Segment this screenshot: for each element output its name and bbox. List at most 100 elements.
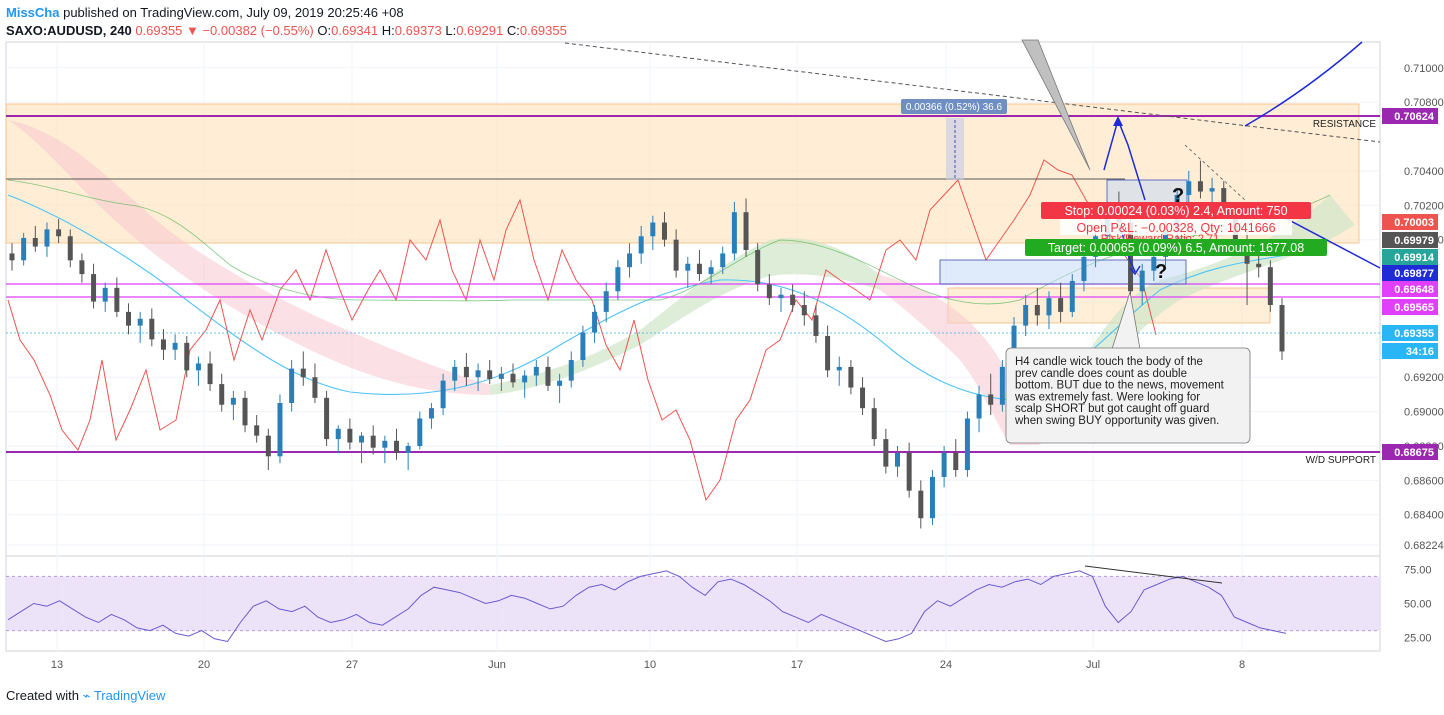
price-tag: 0.69648 (1382, 281, 1438, 297)
candle (557, 373, 563, 404)
rsi-tick-label: 25.00 (1404, 632, 1432, 644)
candle (743, 198, 749, 257)
rsi-axis: 75.00 50.00 25.00 (1404, 565, 1432, 645)
svg-text:0.69648: 0.69648 (1394, 284, 1434, 296)
candle (277, 394, 283, 464)
time-tick-label: 13 (51, 659, 63, 671)
candle (708, 260, 714, 285)
low-value: 0.69291 (456, 23, 504, 38)
publish-line: MissCha published on TradingView.com, Ju… (6, 4, 567, 22)
candle (126, 303, 132, 335)
price-tick-label: 0.70400 (1404, 166, 1444, 178)
candle (918, 480, 924, 529)
rsi-line (7, 570, 1287, 643)
rsi-tick-label: 50.00 (1404, 599, 1432, 611)
time-tick-label: 17 (791, 659, 803, 671)
candle (219, 373, 225, 412)
candle (230, 390, 236, 421)
time-tick-label: Jun (488, 659, 506, 671)
candle (195, 356, 201, 386)
candle (801, 291, 807, 326)
tradingview-brand[interactable]: TradingView (93, 688, 166, 703)
candle (405, 442, 411, 471)
candle (1267, 260, 1273, 312)
candle (1023, 294, 1029, 336)
low-label: L: (445, 23, 457, 38)
created-with-label: Created with (6, 688, 79, 703)
close-label: C: (506, 23, 520, 38)
price-tag: 0.69979 (1382, 232, 1438, 248)
time-tick-label: Jul (1086, 659, 1100, 671)
candle (999, 360, 1005, 412)
candle (964, 411, 970, 477)
svg-text:0.69979: 0.69979 (1394, 235, 1434, 247)
candle (836, 356, 842, 386)
price-tag: 0.69877 (1382, 265, 1438, 281)
time-tick-label: 24 (940, 659, 952, 671)
symbol-label[interactable]: SAXO:AUDUSD, 240 (6, 23, 132, 38)
candle (545, 356, 551, 391)
last-price: 0.69355 (135, 23, 183, 38)
measure-label-bg (901, 99, 1007, 114)
rsi-tick-label: 75.00 (1404, 565, 1432, 577)
candle (953, 439, 959, 477)
price-tick-label: 0.68224 (1404, 540, 1444, 552)
candle (475, 363, 481, 391)
open-pl-label: Open P&L: −0.00328, Qty: 1041666 (1076, 221, 1275, 235)
candle (568, 351, 574, 388)
ichimoku-cloud-bullish-1 (490, 238, 880, 395)
price-tag: 0.69914 (1382, 249, 1438, 265)
candle (1197, 160, 1203, 199)
tradingview-logo-icon[interactable]: ⌁ (82, 688, 91, 703)
candle (906, 442, 912, 498)
candle (172, 334, 178, 361)
svg-text:0.69914: 0.69914 (1394, 252, 1435, 264)
candle (790, 284, 796, 312)
candle (1139, 263, 1145, 306)
candle (860, 377, 866, 416)
note-text: H4 candle wick touch the body of the prev… (1014, 356, 1225, 427)
target-label-bg (1025, 239, 1327, 256)
candle (137, 311, 143, 343)
chart-header: MissCha published on TradingView.com, Ju… (6, 4, 567, 40)
pl-label-bg (1060, 219, 1292, 235)
candle (487, 360, 493, 385)
candle (300, 351, 306, 386)
svg-text:0.68675: 0.68675 (1394, 447, 1434, 459)
price-tags: 0.70624 0.70003 0.69979 0.69914 0.69877 0.696… (1382, 108, 1438, 460)
question-mark-1: ? (1172, 185, 1184, 207)
time-axis[interactable]: 13 20 27 Jun 10 17 24 Jul 8 (51, 659, 1245, 671)
price-tick-label: 0.71000 (1404, 63, 1444, 75)
candle (44, 222, 50, 257)
candle (242, 390, 248, 433)
projection-path-3 (1244, 41, 1363, 127)
price-tag: 0.69355 (1382, 325, 1438, 341)
candle (778, 287, 784, 312)
candle (813, 305, 819, 343)
candle (91, 263, 97, 309)
author-link[interactable]: MissCha (6, 5, 60, 20)
candle (440, 373, 446, 416)
price-tick-label: 0.68600 (1404, 475, 1444, 487)
candle (9, 243, 15, 271)
candle (265, 428, 271, 471)
candle (1034, 287, 1040, 326)
price-tag: 0.69565 (1382, 299, 1438, 315)
svg-text:0.69355: 0.69355 (1394, 328, 1434, 340)
candle (289, 360, 295, 412)
candle (160, 329, 166, 361)
down-arrow-icon: ▼ (185, 23, 199, 38)
svg-text:0.69877: 0.69877 (1394, 268, 1434, 280)
price-tick-label: 0.70200 (1404, 200, 1444, 212)
chikou-span-line (7, 159, 1157, 502)
svg-text:0.70003: 0.70003 (1394, 217, 1434, 229)
candle (382, 435, 388, 464)
candle (254, 415, 260, 443)
publish-info: published on TradingView.com, July 09, 2… (63, 5, 404, 20)
candle (1069, 274, 1075, 318)
close-value: 0.69355 (519, 23, 567, 38)
candle (825, 325, 831, 378)
support-label: W/D SUPPORT (1306, 455, 1376, 466)
candle (661, 212, 667, 247)
